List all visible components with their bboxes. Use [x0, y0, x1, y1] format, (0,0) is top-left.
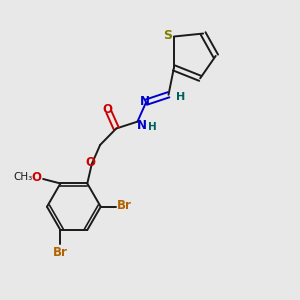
Text: S: S [163, 28, 172, 41]
Text: CH₃: CH₃ [13, 172, 32, 182]
Text: H: H [176, 92, 185, 102]
Text: O: O [86, 156, 96, 169]
Text: H: H [148, 122, 157, 132]
Text: Br: Br [53, 246, 68, 259]
Text: Br: Br [117, 199, 132, 212]
Text: O: O [32, 171, 41, 184]
Text: N: N [137, 119, 147, 132]
Text: N: N [140, 95, 150, 108]
Text: O: O [102, 103, 112, 116]
